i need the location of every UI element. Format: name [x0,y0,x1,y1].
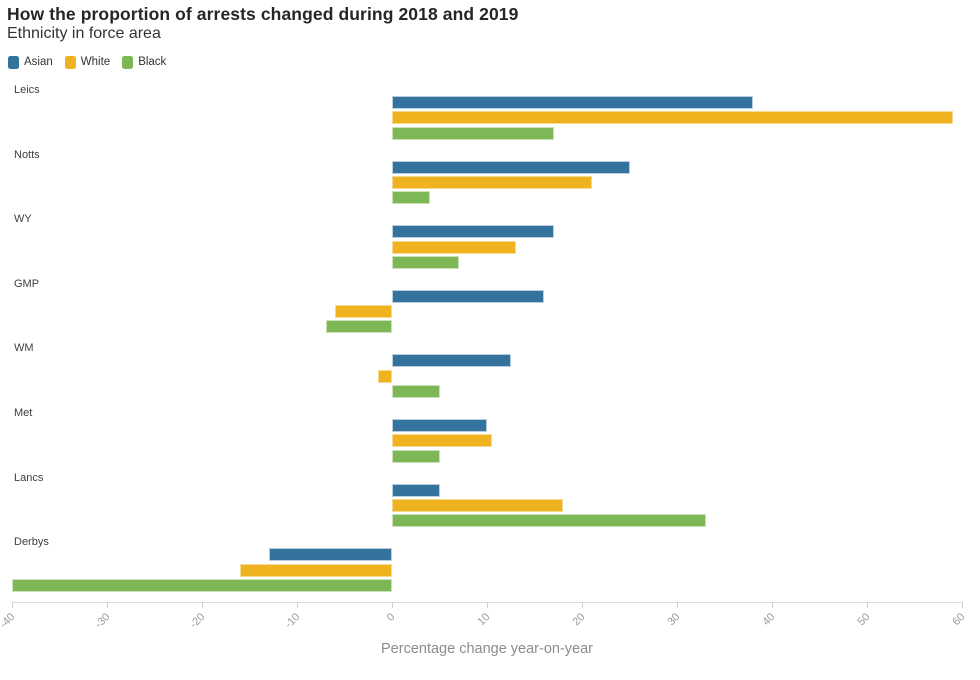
bar-gmp-black [325,320,392,334]
bar-met-black [392,449,440,463]
bar-notts-white [392,175,592,189]
category-label-wm: WM [14,342,34,355]
bar-notts-black [392,191,430,205]
x-axis-tick [107,602,108,608]
legend-swatch-icon [122,55,134,69]
bar-derbys-white [240,563,392,577]
x-axis-tick [962,602,963,608]
category-label-met: Met [14,407,33,419]
bar-derbys-black [12,578,392,592]
legend-swatch-icon [8,55,19,69]
bar-wm-white [377,369,392,383]
legend-item-black: Black [122,55,167,69]
x-axis-tick [12,602,13,608]
x-axis-tick [487,602,488,608]
x-axis-tick [582,602,583,608]
bar-met-asian [392,419,487,432]
category-label-notts: Notts [14,148,40,161]
legend-swatch-icon [64,55,76,69]
x-axis-tick [202,602,203,608]
x-axis-tick [677,602,678,608]
bar-wy-white [392,240,516,254]
bar-lancs-asian [392,483,440,497]
bar-wm-asian [392,354,511,368]
bar-met-white [392,434,492,448]
bar-lancs-white [392,498,563,512]
bar-wm-black [392,385,440,398]
category-label-lancs: Lancs [14,471,44,484]
bar-gmp-white [335,305,392,319]
x-axis-tick [392,602,393,608]
category-label-derbys: Derbys [14,536,49,549]
x-axis-tick [772,602,773,608]
legend-item-white: White [64,55,111,69]
bar-lancs-black [392,514,706,528]
x-axis-tick [297,602,298,608]
bar-notts-asian [392,160,630,174]
legend-label: Asian [24,56,53,68]
legend: Asian White Black [8,54,166,70]
legend-label: Black [138,56,167,68]
category-label-wy: WY [14,213,32,226]
category-label-leics: Leics [14,84,40,96]
bar-wy-black [392,255,459,269]
bar-leics-black [392,126,554,140]
legend-item-asian: Asian [8,55,53,69]
category-label-gmp: GMP [14,277,40,290]
bar-leics-white [392,111,953,125]
chart-title: How the proportion of arrests changed du… [7,4,519,24]
legend-label: White [80,56,111,68]
bar-gmp-asian [392,289,544,303]
bar-leics-asian [392,96,753,109]
bar-wy-asian [392,225,554,239]
chart-subtitle: Ethnicity in force area [7,25,161,42]
x-axis-title: Percentage change year-on-year [381,641,593,657]
x-axis-tick [867,602,868,608]
bar-derbys-asian [268,548,392,562]
